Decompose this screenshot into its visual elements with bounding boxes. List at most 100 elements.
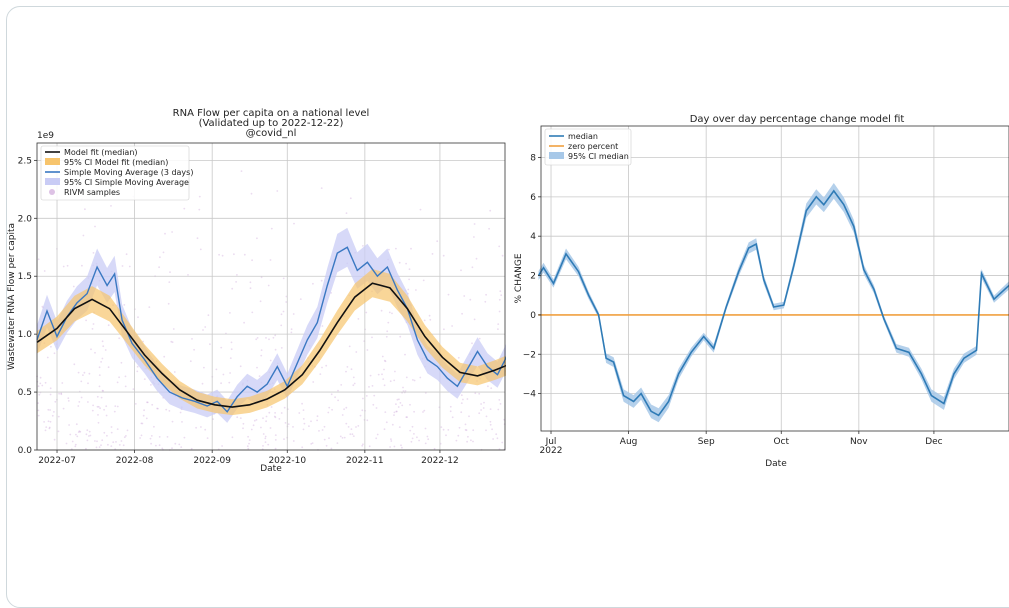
sample-point: [393, 414, 395, 416]
sample-point: [318, 430, 320, 432]
sample-point: [331, 393, 333, 395]
sample-point: [45, 382, 47, 384]
sample-point: [478, 412, 480, 414]
x-tick-label: 2022-09: [193, 456, 231, 466]
sample-point: [284, 407, 286, 409]
sample-point: [304, 423, 306, 425]
sample-point: [346, 212, 348, 214]
sample-point: [220, 382, 222, 384]
sample-point: [240, 365, 242, 367]
sample-point: [414, 380, 416, 382]
sample-point: [223, 374, 225, 376]
sample-point: [232, 436, 234, 438]
sample-point: [235, 281, 237, 283]
legend-fit-label: Model fit (median): [64, 148, 138, 157]
sample-point: [462, 399, 464, 401]
sample-point: [316, 420, 318, 422]
sample-point: [388, 249, 390, 251]
sample-point: [197, 237, 199, 239]
sample-point: [450, 406, 452, 408]
sample-point: [499, 290, 501, 292]
sample-point: [499, 311, 501, 313]
sample-point: [461, 394, 463, 396]
sample-point: [136, 371, 138, 373]
sample-point: [498, 246, 500, 248]
sample-point: [164, 233, 166, 235]
sample-point: [288, 423, 290, 425]
sample-point: [262, 445, 264, 447]
sample-point: [340, 384, 342, 386]
sample-point: [111, 426, 113, 428]
sample-point: [110, 205, 112, 207]
sample-point: [231, 288, 233, 290]
sample-point: [382, 356, 384, 358]
sample-point: [191, 338, 193, 340]
sample-point: [474, 392, 476, 394]
sample-point: [207, 437, 209, 439]
sample-point: [170, 341, 172, 343]
sample-point: [190, 360, 192, 362]
sample-point: [50, 421, 52, 423]
sample-point: [184, 437, 186, 439]
sample-point: [174, 443, 176, 445]
sample-point: [383, 369, 385, 371]
sample-point: [49, 427, 51, 429]
sample-point: [501, 442, 503, 444]
sample-point: [72, 441, 74, 443]
sample-point: [483, 407, 485, 409]
sample-point: [153, 426, 155, 428]
sample-point: [273, 337, 275, 339]
sample-point: [340, 436, 342, 438]
sample-point: [377, 434, 379, 436]
sample-point: [99, 407, 101, 409]
sample-point: [58, 431, 60, 433]
sample-point: [488, 228, 490, 230]
sample-point: [499, 299, 501, 301]
sample-point: [390, 380, 392, 382]
sample-point: [114, 411, 116, 413]
sample-point: [220, 347, 222, 349]
sample-point: [394, 371, 396, 373]
sample-point: [321, 367, 323, 369]
y-tick-label: 2: [530, 272, 536, 282]
sample-point: [411, 441, 413, 443]
sample-point: [327, 412, 329, 414]
sample-point: [331, 409, 333, 411]
sample-point: [122, 265, 124, 267]
sample-point: [347, 366, 349, 368]
sample-point: [274, 416, 276, 418]
sample-point: [293, 313, 295, 315]
sample-point: [373, 395, 375, 397]
sample-point: [368, 386, 370, 388]
sample-point: [328, 407, 330, 409]
sample-point: [163, 356, 165, 358]
sample-point: [469, 299, 471, 301]
ci-median-band: [539, 136, 1009, 422]
sample-point: [101, 397, 103, 399]
sample-point: [54, 352, 56, 354]
sample-point: [112, 441, 114, 443]
sample-point: [58, 416, 60, 418]
sample-point: [251, 259, 253, 261]
sample-point: [497, 328, 499, 330]
sample-point: [266, 416, 268, 418]
sample-point: [500, 294, 502, 296]
sample-point: [263, 433, 265, 435]
sample-point: [247, 436, 249, 438]
sample-point: [497, 323, 499, 325]
sample-point: [452, 416, 454, 418]
sample-point: [300, 298, 302, 300]
sample-point: [195, 427, 197, 429]
sample-point: [365, 312, 367, 314]
sample-point: [85, 320, 87, 322]
sample-point: [353, 377, 355, 379]
sample-point: [129, 266, 131, 268]
sample-point: [460, 269, 462, 271]
sample-point: [291, 328, 293, 330]
sample-point: [50, 394, 52, 396]
sample-point: [476, 258, 478, 260]
sample-point: [247, 448, 249, 450]
legend-ci-sma-label: 95% CI Simple Moving Average: [64, 178, 189, 187]
sample-point: [386, 330, 388, 332]
sample-point: [231, 348, 233, 350]
